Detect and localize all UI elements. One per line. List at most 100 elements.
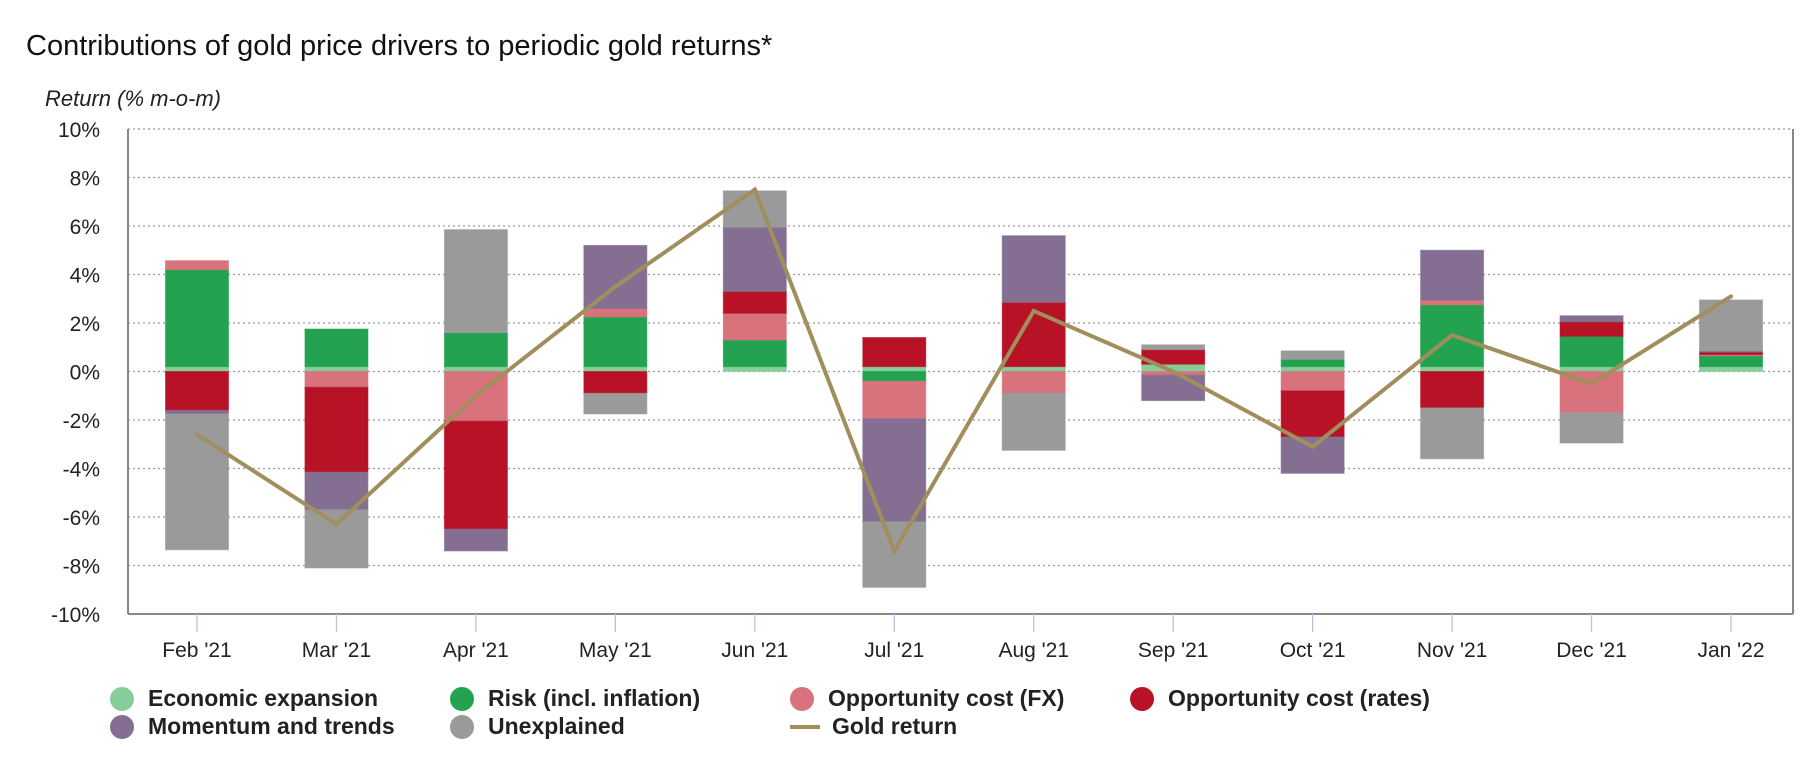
legend-label: Risk (incl. inflation): [488, 685, 701, 711]
bar-segment-risk[interactable]: [165, 269, 229, 368]
bar-segment-momentum[interactable]: [1559, 315, 1624, 323]
chart-title: Contributions of gold price drivers to p…: [26, 30, 773, 62]
bar-segment-economic-expansion[interactable]: [1001, 366, 1066, 372]
legend-line-icon: [790, 724, 820, 729]
legend-item-risk[interactable]: Risk (incl. inflation): [450, 685, 700, 712]
bar-segment-opportunity-fx[interactable]: [304, 371, 369, 388]
legend-label: Opportunity cost (rates): [1168, 685, 1430, 711]
gold-return-point[interactable]: [1031, 308, 1036, 313]
bar-segment-opportunity-rates[interactable]: [443, 420, 508, 530]
bar-segment-opportunity-rates[interactable]: [1559, 321, 1624, 337]
legend-label: Momentum and trends: [148, 713, 395, 739]
bar-segment-unexplained[interactable]: [722, 190, 787, 228]
legend-item-unexplained[interactable]: Unexplained: [450, 713, 625, 740]
bar-segment-unexplained[interactable]: [583, 392, 648, 415]
bar-segment-risk[interactable]: [1280, 358, 1345, 368]
bar-segment-momentum[interactable]: [862, 418, 927, 523]
bar-segment-unexplained[interactable]: [1699, 299, 1763, 352]
bar-segment-unexplained[interactable]: [1001, 392, 1066, 451]
gold-return-point[interactable]: [473, 393, 478, 398]
bar-segment-opportunity-rates[interactable]: [1420, 371, 1485, 409]
bar-segment-opportunity-fx[interactable]: [722, 312, 787, 341]
gold-return-point[interactable]: [1729, 294, 1733, 299]
bar-segment-opportunity-fx[interactable]: [1280, 371, 1345, 392]
y-tick-label: -4%: [63, 459, 100, 482]
legend-item-opportunity-rates[interactable]: Opportunity cost (rates): [1130, 685, 1430, 712]
bar-segment-economic-expansion[interactable]: [165, 366, 229, 372]
bars-layer: [165, 190, 1763, 588]
legend-item-opportunity-fx[interactable]: Opportunity cost (FX): [790, 685, 1064, 712]
bar-segment-opportunity-rates[interactable]: [304, 386, 369, 473]
bar-segment-unexplained[interactable]: [1141, 344, 1206, 351]
y-tick-label: -8%: [63, 556, 100, 579]
x-tick-label: Jun '21: [721, 639, 788, 662]
bar-segment-risk[interactable]: [1699, 355, 1763, 368]
legend-dot-icon: [1130, 686, 1154, 711]
bar-segment-risk[interactable]: [304, 328, 369, 368]
axis-layer: 10% 8% 6% 4% 2% 0% -2% -4% -6% -8% -10% Feb '21 Mar …: [51, 119, 1794, 662]
bar-segment-risk[interactable]: [583, 316, 648, 368]
x-tick-label: Oct '21: [1280, 639, 1346, 662]
gold-return-point[interactable]: [1171, 369, 1176, 374]
gold-return-point[interactable]: [1450, 333, 1455, 338]
bar-segment-momentum[interactable]: [1141, 374, 1206, 402]
bar-segment-economic-expansion[interactable]: [443, 366, 508, 372]
legend-item-momentum[interactable]: Momentum and trends: [110, 713, 395, 740]
bar-segment-opportunity-rates[interactable]: [862, 337, 927, 368]
bar-segment-opportunity-fx[interactable]: [1559, 371, 1624, 414]
bar-segment-momentum[interactable]: [722, 226, 787, 292]
bar-segment-opportunity-fx[interactable]: [1001, 371, 1066, 394]
bar-segment-momentum[interactable]: [1420, 249, 1485, 301]
bar-segment-momentum[interactable]: [165, 409, 229, 415]
gold-return-point[interactable]: [334, 522, 339, 527]
bar-segment-risk[interactable]: [1559, 335, 1624, 368]
bar-segment-risk[interactable]: [722, 339, 787, 368]
bar-segment-opportunity-rates[interactable]: [165, 371, 229, 411]
bar-segment-opportunity-rates[interactable]: [583, 371, 648, 394]
bar-segment-opportunity-fx[interactable]: [165, 260, 229, 271]
gold-return-point[interactable]: [613, 284, 618, 289]
bar-segment-economic-expansion[interactable]: [1280, 366, 1345, 372]
bar-segment-momentum[interactable]: [583, 244, 648, 309]
x-tick-label: Apr '21: [443, 639, 509, 662]
y-tick-label: -10%: [51, 604, 100, 627]
y-tick-label: 0%: [70, 362, 100, 385]
x-tick-label: Jan '22: [1697, 639, 1764, 662]
gold-return-point[interactable]: [195, 432, 199, 437]
bar-segment-economic-expansion[interactable]: [1420, 366, 1485, 372]
gold-return-point[interactable]: [892, 548, 897, 553]
bar-segment-opportunity-fx[interactable]: [862, 380, 927, 420]
x-tick-label: Sep '21: [1138, 639, 1209, 662]
x-tick-label: Jul '21: [864, 639, 924, 662]
y-tick-label: 2%: [70, 313, 100, 336]
bar-segment-momentum[interactable]: [443, 528, 508, 552]
x-tick-label: Aug '21: [998, 639, 1069, 662]
bar-segment-momentum[interactable]: [1280, 436, 1345, 474]
bar-segment-economic-expansion[interactable]: [1699, 366, 1763, 372]
bar-segment-economic-expansion[interactable]: [583, 366, 648, 372]
bar-segment-economic-expansion[interactable]: [304, 366, 369, 372]
bar-segment-economic-expansion[interactable]: [722, 366, 787, 372]
bar-segment-unexplained[interactable]: [443, 229, 508, 334]
bar-segment-unexplained[interactable]: [1559, 412, 1624, 444]
legend-dot-icon: [110, 686, 134, 711]
bar-segment-unexplained[interactable]: [1420, 407, 1485, 460]
y-tick-label: 6%: [70, 216, 100, 239]
bar-segment-unexplained[interactable]: [304, 509, 369, 569]
gold-return-line[interactable]: [195, 186, 1733, 556]
bar-segment-unexplained[interactable]: [1280, 350, 1345, 360]
bar-segment-risk[interactable]: [862, 371, 927, 382]
legend-item-gold-return[interactable]: Gold return: [790, 713, 957, 740]
gold-return-point[interactable]: [1310, 444, 1315, 449]
bar-segment-risk[interactable]: [443, 332, 508, 368]
legend-item-economic-expansion[interactable]: Economic expansion: [110, 685, 378, 712]
bar-segment-economic-expansion[interactable]: [862, 366, 927, 372]
gold-return-point[interactable]: [752, 187, 757, 192]
gold-return-point[interactable]: [1589, 381, 1594, 386]
bar-segment-opportunity-rates[interactable]: [722, 290, 787, 314]
bar-segment-opportunity-fx[interactable]: [583, 307, 648, 318]
bar-segment-opportunity-fx[interactable]: [1420, 299, 1485, 306]
bar-segment-momentum[interactable]: [1001, 235, 1066, 303]
y-tick-label: 4%: [70, 265, 100, 288]
legend-label: Gold return: [832, 713, 958, 739]
